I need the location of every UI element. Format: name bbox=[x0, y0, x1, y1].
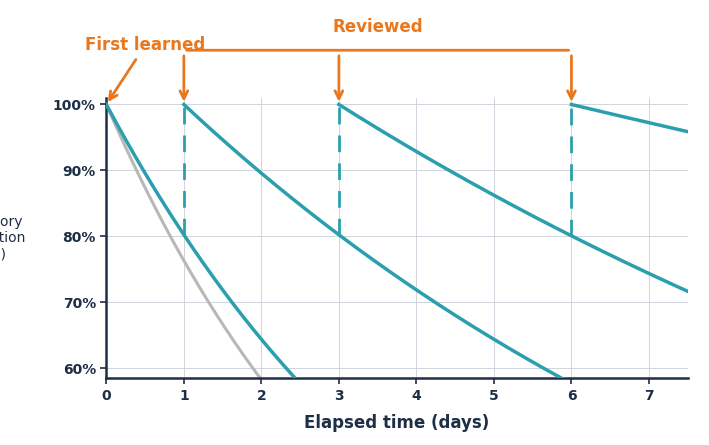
Text: Reviewed: Reviewed bbox=[333, 18, 423, 36]
Y-axis label: Memory
retention
(%): Memory retention (%) bbox=[0, 215, 26, 261]
Text: First learned: First learned bbox=[85, 36, 205, 100]
X-axis label: Elapsed time (days): Elapsed time (days) bbox=[304, 414, 490, 432]
